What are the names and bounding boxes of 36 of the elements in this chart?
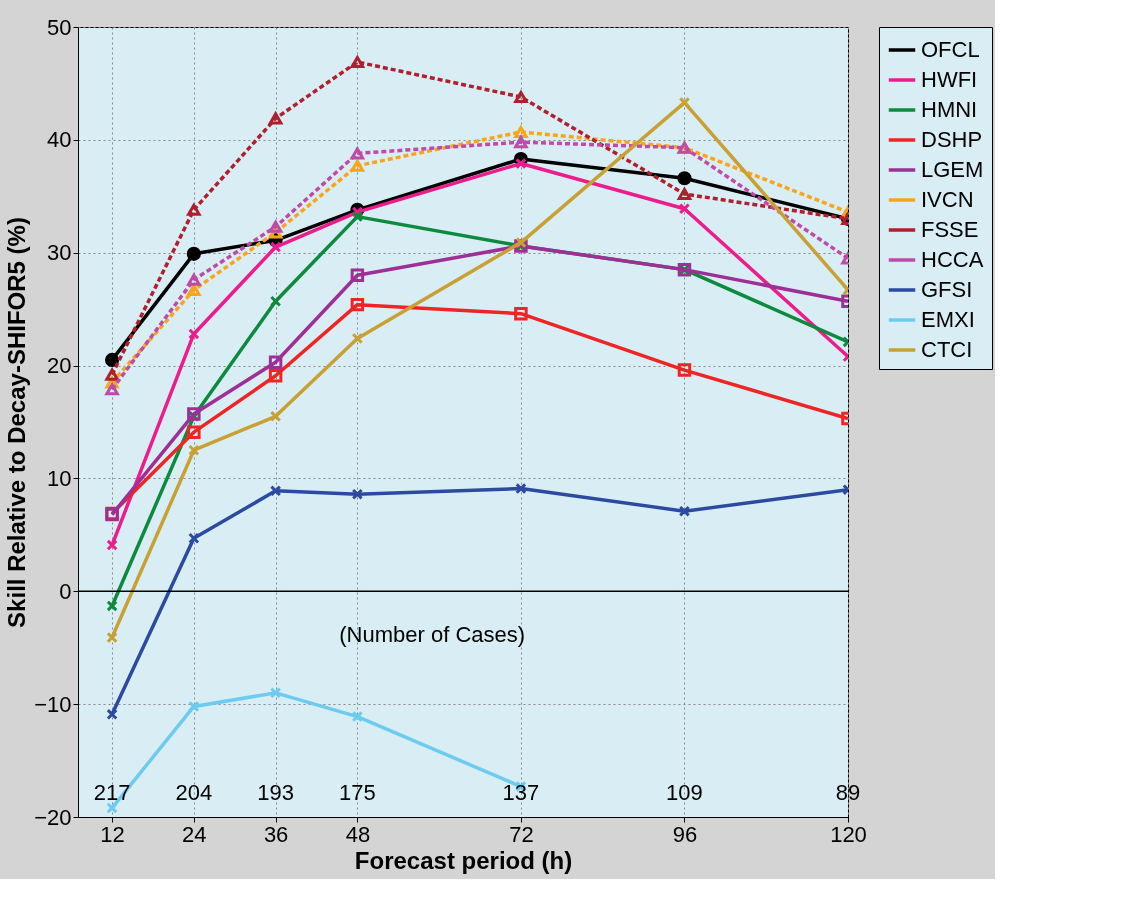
annotation: 217 [93, 780, 131, 806]
legend-label: GFSI [921, 277, 973, 302]
legend-label: FSSE [921, 217, 979, 242]
annotation: 109 [666, 780, 703, 806]
legend-label: EMXI [921, 307, 975, 332]
y-tick-label: 20 [47, 353, 72, 379]
x-tick-label: 48 [345, 821, 371, 847]
legend-label: CTCI [921, 337, 973, 362]
annotation: 137 [502, 780, 540, 806]
y-tick-label: 50 [47, 14, 72, 40]
y-tick-label: 40 [47, 127, 72, 153]
legend-label: IVCN [921, 187, 974, 212]
x-tick-label: 24 [182, 821, 207, 847]
legend-label: HMNI [921, 97, 978, 122]
annotation: 193 [257, 780, 294, 806]
legend-label: OFCL [921, 37, 980, 62]
x-tick-label: 120 [830, 821, 867, 847]
x-axis-title: Forecast period (h) [354, 846, 573, 874]
x-tick-label: 12 [100, 821, 125, 847]
legend-label: LGEM [921, 157, 984, 182]
annotation: (Number of Cases) [339, 622, 526, 648]
annotation: 204 [175, 780, 213, 806]
legend-label: HCCA [921, 247, 984, 272]
x-tick-label: 36 [263, 821, 289, 847]
annotation: 89 [835, 780, 861, 806]
x-tick-label: 72 [509, 821, 534, 847]
legend-label: DSHP [921, 127, 983, 152]
y-tick-label: 0 [59, 578, 72, 604]
x-tick-label: 96 [672, 821, 698, 847]
annotation: 175 [339, 780, 376, 806]
y-tick-label: 30 [47, 240, 72, 266]
legend-label: HWFI [921, 67, 978, 92]
y-tick-label: 10 [47, 465, 72, 491]
y-tick-label: −10 [34, 691, 72, 717]
y-tick-label: −20 [34, 804, 72, 830]
y-axis-title: Skill Relative to Decay-SHIFOR5 (%) [3, 217, 31, 628]
